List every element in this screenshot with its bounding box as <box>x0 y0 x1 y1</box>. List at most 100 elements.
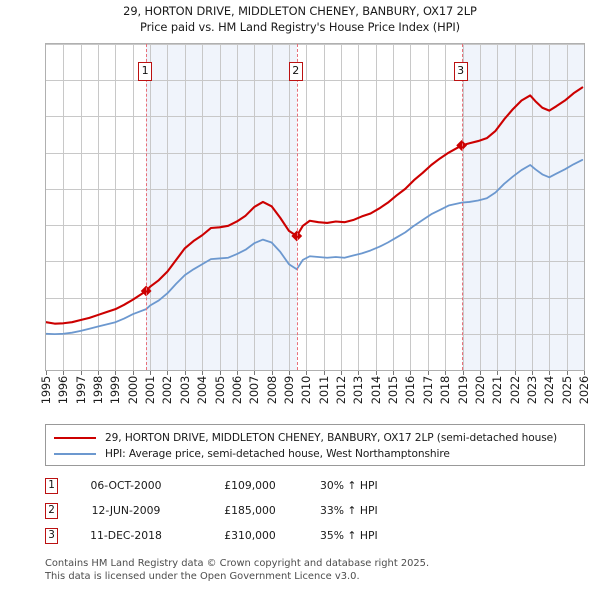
x-axis-tick-label: 2015 <box>386 376 401 405</box>
x-axis-tick-mark <box>428 371 429 375</box>
transaction-hpi-delta: 33% ↑ HPI <box>320 504 378 517</box>
transaction-price: £185,000 <box>224 504 276 517</box>
gridline-vertical <box>549 44 550 370</box>
gridline-vertical <box>167 44 168 370</box>
gridline-vertical <box>63 44 64 370</box>
x-axis-tick-label: 2025 <box>559 376 574 405</box>
x-axis-tick-mark <box>445 371 446 375</box>
x-axis-tick-label: 2020 <box>472 376 487 405</box>
x-axis-tick-label: 2023 <box>524 376 539 405</box>
x-axis-tick-label: 1998 <box>91 376 106 405</box>
gridline-vertical <box>393 44 394 370</box>
transaction-marker-line-2 <box>296 44 298 370</box>
transaction-badge-1[interactable]: 1 <box>138 62 153 81</box>
x-axis-tick-label: 2019 <box>455 376 470 405</box>
x-axis-tick-label: 2001 <box>143 376 158 405</box>
gridline-horizontal <box>46 153 584 154</box>
x-axis-tick-label: 2002 <box>160 376 175 405</box>
legend-swatch-property <box>54 437 96 439</box>
gridline-vertical <box>567 44 568 370</box>
x-axis-tick-mark <box>393 371 394 375</box>
gridline-vertical <box>480 44 481 370</box>
x-axis-tick-mark <box>220 371 221 375</box>
gridline-vertical <box>584 44 585 370</box>
table-row: 2 12-JUN-2009 £185,000 33% ↑ HPI <box>45 498 465 523</box>
x-axis-tick-mark <box>289 371 290 375</box>
x-axis-tick-mark <box>237 371 238 375</box>
gridline-horizontal <box>46 261 584 262</box>
gridline-vertical <box>410 44 411 370</box>
x-axis-tick-label: 2017 <box>420 376 435 405</box>
x-axis-tick-mark <box>81 371 82 375</box>
x-axis-tick-mark <box>324 371 325 375</box>
x-axis-tick-label: 2026 <box>577 376 591 405</box>
x-axis-tick-mark <box>167 371 168 375</box>
gridline-vertical <box>463 44 464 370</box>
gridline-vertical <box>358 44 359 370</box>
transaction-hpi-delta: 30% ↑ HPI <box>320 479 378 492</box>
copyright-footer: Contains HM Land Registry data © Crown c… <box>45 558 565 583</box>
price-history-chart: £0£50K£100K£150K£200K£250K£300K£350K£400… <box>39 43 591 405</box>
x-axis-tick-label: 1997 <box>73 376 88 405</box>
x-axis-tick-mark <box>584 371 585 375</box>
transaction-index-badge: 2 <box>45 502 58 519</box>
x-axis-tick-label: 2008 <box>264 376 279 405</box>
gridline-vertical <box>150 44 151 370</box>
x-axis-tick-mark <box>46 371 47 375</box>
plot-svg <box>46 86 584 336</box>
footer-line-1: Contains HM Land Registry data © Crown c… <box>45 558 430 569</box>
gridline-vertical <box>497 44 498 370</box>
legend-item-property: 29, HORTON DRIVE, MIDDLETON CHENEY, BANB… <box>54 430 576 446</box>
x-axis-tick-label: 2010 <box>299 376 314 405</box>
transaction-badge-3[interactable]: 3 <box>453 62 468 81</box>
x-axis-tick-mark <box>63 371 64 375</box>
legend-item-hpi: HPI: Average price, semi-detached house,… <box>54 446 576 462</box>
transaction-date: 06-OCT-2000 <box>90 479 162 492</box>
transaction-marker-line-1 <box>146 44 148 370</box>
x-axis-tick-mark <box>410 371 411 375</box>
legend-swatch-hpi <box>54 453 96 455</box>
x-axis-tick-label: 2016 <box>403 376 418 405</box>
transaction-price: £109,000 <box>224 479 276 492</box>
table-row: 3 11-DEC-2018 £310,000 35% ↑ HPI <box>45 523 465 548</box>
transaction-index-badge: 3 <box>45 527 58 544</box>
x-axis-tick-label: 1999 <box>108 376 123 405</box>
gridline-vertical <box>202 44 203 370</box>
gridline-vertical <box>81 44 82 370</box>
legend-label-property: 29, HORTON DRIVE, MIDDLETON CHENEY, BANB… <box>105 432 558 444</box>
x-axis-tick-label: 2004 <box>195 376 210 405</box>
x-axis-tick-mark <box>497 371 498 375</box>
transaction-date: 12-JUN-2009 <box>91 504 161 517</box>
chart-legend: 29, HORTON DRIVE, MIDDLETON CHENEY, BANB… <box>45 424 585 466</box>
series-line-property <box>46 86 584 325</box>
x-axis-tick-label: 2022 <box>507 376 522 405</box>
x-axis-tick-label: 2013 <box>351 376 366 405</box>
x-axis-tick-mark <box>480 371 481 375</box>
x-axis-tick-mark <box>202 371 203 375</box>
x-axis-tick-label: 2000 <box>125 376 140 405</box>
gridline-horizontal <box>46 80 584 81</box>
gridline-horizontal <box>46 116 584 117</box>
x-axis-tick-mark <box>341 371 342 375</box>
x-axis-tick-label: 2024 <box>542 376 557 405</box>
gridline-horizontal <box>46 44 584 45</box>
x-axis-tick-mark <box>358 371 359 375</box>
gridline-vertical <box>133 44 134 370</box>
legend-label-hpi: HPI: Average price, semi-detached house,… <box>105 448 450 460</box>
gridline-vertical <box>220 44 221 370</box>
footer-line-2: This data is licensed under the Open Gov… <box>45 570 360 582</box>
transaction-price: £310,000 <box>224 529 276 542</box>
x-axis-tick-label: 1996 <box>56 376 71 405</box>
x-axis-tick-label: 2009 <box>281 376 296 405</box>
transaction-marker-line-3 <box>461 44 463 370</box>
gridline-vertical <box>237 44 238 370</box>
transaction-hpi-delta: 35% ↑ HPI <box>320 529 378 542</box>
transaction-badge-2[interactable]: 2 <box>288 62 303 81</box>
x-axis-tick-label: 2021 <box>490 376 505 405</box>
gridline-vertical <box>115 44 116 370</box>
x-axis-tick-label: 2012 <box>334 376 349 405</box>
gridline-horizontal <box>46 298 584 299</box>
gridline-vertical <box>341 44 342 370</box>
ownership-band-2 <box>461 44 584 370</box>
x-axis-tick-mark <box>115 371 116 375</box>
